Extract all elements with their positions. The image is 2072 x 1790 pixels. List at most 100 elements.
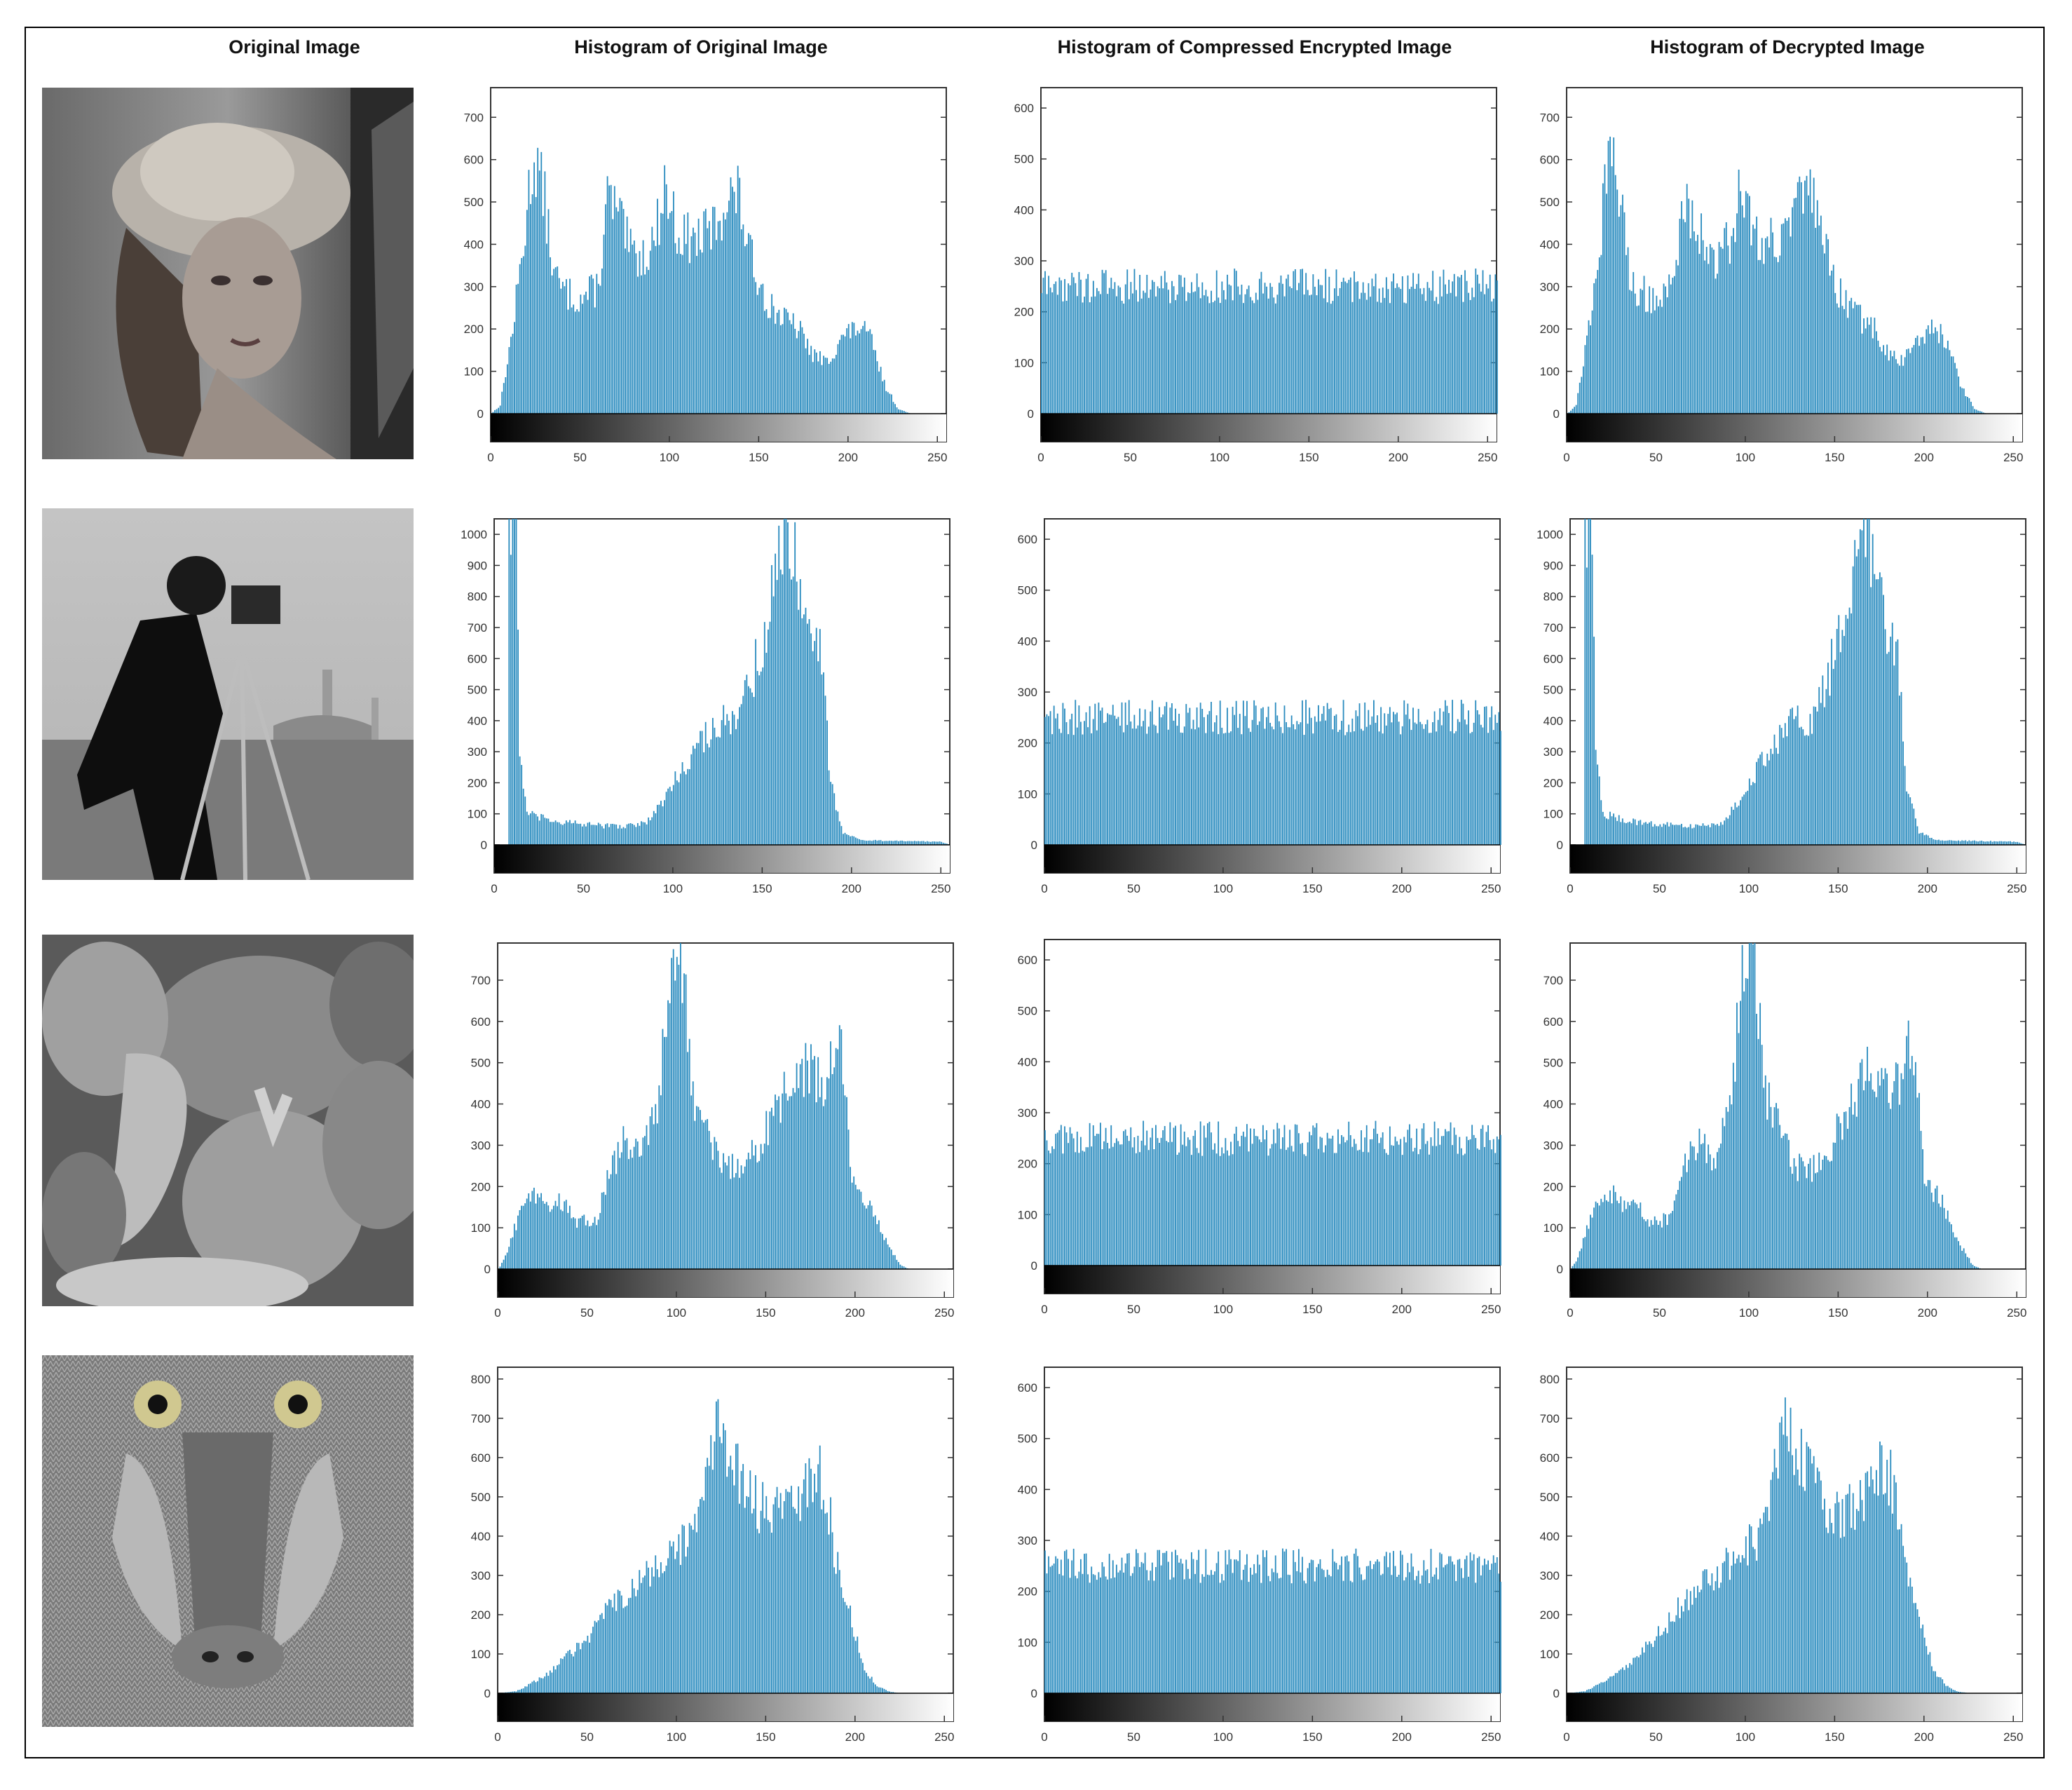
histogram-bar: [1820, 1480, 1822, 1693]
histogram-bar: [1391, 722, 1393, 845]
histogram-bar: [1913, 345, 1915, 414]
histogram-bar: [1637, 1657, 1640, 1693]
histogram-bar: [1071, 1560, 1073, 1693]
y-tick-label: 600: [1543, 1015, 1563, 1029]
histogram-bar: [1101, 1149, 1103, 1266]
histogram-bar: [1487, 1125, 1489, 1266]
histogram-bar: [512, 1691, 514, 1693]
histogram-bar: [1457, 1153, 1459, 1266]
histogram-bar: [1248, 1151, 1250, 1266]
histogram-bar: [892, 402, 894, 414]
histogram-bar: [1816, 711, 1818, 845]
histogram-bar: [601, 826, 603, 845]
histogram-bar: [912, 841, 914, 845]
histogram-bar: [1389, 303, 1391, 414]
histogram-bar: [794, 1092, 796, 1269]
histogram-bar: [1450, 731, 1452, 845]
histogram-bar: [1806, 1442, 1808, 1693]
histogram-encrypted-row4: 0 100 200 300 400 500 600 0 50 100 150 200 250: [995, 1357, 1514, 1749]
histogram-bar: [728, 1155, 730, 1269]
histogram-bar: [580, 294, 582, 414]
histogram-bar: [1890, 637, 1892, 845]
histogram-bar: [1369, 724, 1371, 845]
histogram-bar: [671, 1546, 673, 1693]
histogram-bar: [1271, 726, 1273, 845]
histogram-bar: [1607, 140, 1609, 414]
histogram-bar: [1393, 1146, 1394, 1266]
histogram-bar: [779, 1493, 782, 1693]
histogram-bar: [1832, 264, 1834, 414]
histogram-bar: [1358, 703, 1361, 845]
histogram-bar: [1078, 705, 1080, 845]
histogram-bar: [1961, 388, 1963, 414]
histogram-bar: [1959, 841, 1961, 845]
y-tick-label: 700: [471, 974, 491, 987]
histogram-bar: [1466, 1555, 1468, 1693]
histogram-bar: [1633, 818, 1635, 845]
histogram-bar: [785, 519, 787, 845]
histogram-bar: [1316, 721, 1318, 845]
histogram-bar: [1911, 347, 1913, 414]
histogram-bar: [1219, 1582, 1221, 1693]
histogram-bars: [499, 1399, 899, 1693]
histogram-bar: [1492, 298, 1494, 414]
histogram-bar: [1802, 1161, 1804, 1269]
histogram-bar: [1759, 259, 1761, 414]
histogram-bar: [1133, 1566, 1136, 1693]
histogram-bar: [1462, 1155, 1464, 1266]
histogram-bar: [837, 1049, 839, 1269]
histogram-bar: [1325, 1577, 1327, 1693]
histogram-bar: [1893, 1474, 1895, 1693]
histogram-bar: [1634, 293, 1636, 414]
histogram-bar: [615, 1174, 618, 1269]
histogram-bar: [1675, 825, 1677, 845]
histogram-bar: [1357, 716, 1358, 845]
histogram-bar: [817, 1057, 819, 1269]
histogram-bar: [890, 1249, 892, 1269]
histogram-bar: [1473, 1554, 1475, 1693]
histogram-bar: [1089, 302, 1091, 414]
histogram-bar: [1775, 1467, 1778, 1693]
histogram-bar: [873, 1682, 875, 1693]
histogram-bar: [1863, 1521, 1865, 1693]
histogram-bar: [641, 821, 642, 845]
histogram-bar: [1293, 724, 1295, 845]
histogram-bar: [1847, 1493, 1849, 1693]
histogram-bar: [1450, 292, 1452, 414]
histogram-bar: [1494, 714, 1497, 845]
histogram-bar: [1357, 1556, 1358, 1693]
histogram-bar: [835, 355, 837, 414]
histogram-bar: [751, 239, 753, 414]
histogram-bar: [1205, 733, 1207, 845]
histogram-bar: [1725, 817, 1727, 845]
histogram-bar: [851, 322, 853, 414]
histogram-bar: [1293, 1550, 1295, 1693]
histogram-bar: [1310, 1559, 1312, 1693]
histogram-bar: [1913, 1603, 1915, 1693]
histogram-bar: [560, 1658, 562, 1693]
histogram-bar: [1652, 287, 1654, 414]
histogram-bar: [1403, 1137, 1405, 1266]
histogram-bar: [1867, 1471, 1869, 1693]
histogram-bar: [1956, 841, 1958, 845]
histogram-bar: [1375, 1120, 1377, 1266]
histogram-bar: [715, 1401, 717, 1693]
grayscale-colorbar: [1044, 1266, 1500, 1294]
histogram-bar: [883, 379, 885, 414]
histogram-bar: [1351, 301, 1354, 414]
histogram-bar: [521, 765, 523, 845]
histogram-bar: [1811, 212, 1813, 414]
histogram-bar: [1809, 1158, 1811, 1269]
histogram-bar: [1570, 410, 1572, 414]
histogram-bar: [1700, 1144, 1702, 1269]
histogram-bar: [597, 1620, 599, 1693]
histogram-bar: [903, 1266, 905, 1269]
histogram-bar: [1235, 271, 1237, 414]
histogram-bar: [1836, 1491, 1838, 1693]
histogram-bar: [1684, 222, 1686, 414]
histogram-bar: [1729, 815, 1731, 845]
histogram-bar: [908, 841, 911, 845]
histogram-bar: [1101, 269, 1103, 414]
histogram-bar: [1478, 1556, 1480, 1693]
histogram-bar: [1750, 785, 1752, 845]
